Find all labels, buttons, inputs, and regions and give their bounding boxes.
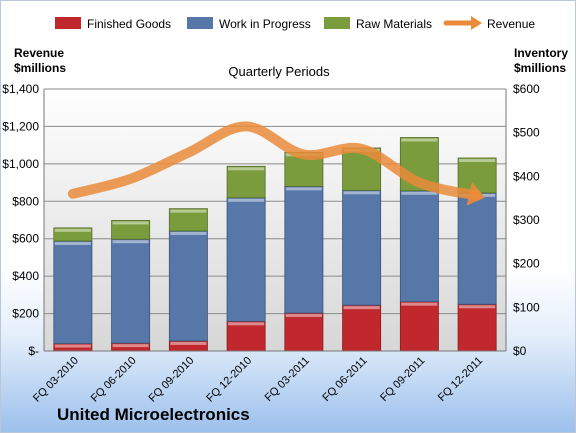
bar-segment-highlight [285,314,322,318]
left-tick-label: $400 [12,269,39,283]
bar-segment-raw-materials [111,220,151,240]
bar-segment-highlight [112,344,149,348]
legend-swatch-work-in-progress [187,17,213,29]
bar-segment-finished-goods [457,303,497,352]
bar-segment-work-in-progress [399,190,439,303]
bar-segment-highlight [54,344,91,348]
legend-arrowhead-revenue [471,16,482,30]
bar-segment-finished-goods [284,312,324,352]
bar-segment-work-in-progress [342,189,382,306]
revenue-line-arrowhead [466,182,485,206]
bar-segment-highlight [343,306,380,310]
category-tick-label: FQ 06-2010 [89,355,139,405]
right-tick-label: $200 [513,257,540,271]
bar-segment-highlight [112,240,149,244]
legend: Finished Goods Work in Progress Raw Mate… [55,16,535,31]
legend-label-work-in-progress: Work in Progress [219,17,311,31]
right-tick-label: $300 [513,213,540,227]
category-tick-label: FQ 03-2010 [31,355,81,405]
right-axis-title-line2: $millions [514,61,566,75]
bar-segment-work-in-progress [53,240,93,344]
bar-segment-raw-materials [226,165,266,199]
left-tick-label: $1,200 [2,119,39,133]
right-tick-label: $600 [513,82,540,96]
bar-segment-highlight [228,198,265,202]
left-tick-label: $- [28,344,39,358]
category-tick-label: FQ 06-2011 [320,355,369,404]
bar-segment-work-in-progress [168,230,208,342]
left-tick-label: $1,400 [2,82,39,96]
right-tick-label: $0 [513,344,527,358]
category-tick-label: FQ 03-2011 [263,355,312,404]
left-tick-label: $200 [12,307,39,321]
bar-segment-highlight [54,228,91,232]
company-name: United Microelectronics [57,405,250,424]
bar-segment-highlight [170,341,207,345]
bar-segment-highlight [170,231,207,235]
bar-segment-work-in-progress [226,197,266,322]
bar-segment-finished-goods [342,304,382,352]
left-axis-title-line1: Revenue [14,46,64,60]
category-tick-label: FQ 12-2011 [436,355,485,404]
right-tick-label: $500 [513,126,540,140]
right-tick-label: $400 [513,169,540,183]
bar-segment-highlight [54,241,91,245]
bar-segment-highlight [459,305,496,309]
bar-segment-work-in-progress [284,185,324,314]
legend-label-raw-materials: Raw Materials [356,17,432,31]
bar-segment-highlight [401,138,438,142]
revenue-line-path [67,121,483,201]
legend-swatch-raw-materials [324,17,350,29]
bar-segment-highlight [459,158,496,162]
category-tick-label: FQ 09-2010 [147,355,197,405]
left-tick-label: $600 [12,232,39,246]
bar-segment-work-in-progress [457,192,497,305]
bar-segment-work-in-progress [111,238,151,344]
category-tick-label: FQ 09-2011 [378,355,427,404]
bar-segment-highlight [170,209,207,213]
bar-segment-highlight [112,221,149,225]
left-tick-label: $1,000 [2,157,39,171]
bar-segment-highlight [401,302,438,306]
revenue-line [67,121,485,206]
left-tick-label: $800 [12,194,39,208]
bar-segment-highlight [285,187,322,191]
bar-segment-raw-materials [168,208,208,232]
right-tick-label: $100 [513,300,540,314]
legend-label-revenue: Revenue [487,17,535,31]
bar-segment-highlight [228,167,265,171]
bar-segment-highlight [401,191,438,195]
category-tick-label: FQ 12-2010 [204,355,254,405]
bar-segment-finished-goods [399,301,439,352]
bar-segment-highlight [343,191,380,195]
legend-label-finished-goods: Finished Goods [87,17,171,31]
legend-swatch-finished-goods [55,17,81,29]
chart-title: Quarterly Periods [228,64,330,79]
bar-segment-raw-materials [457,157,497,194]
bar-segment-highlight [228,322,265,326]
bar-segment-finished-goods [226,320,266,352]
right-axis-title-line1: Inventory [514,46,568,60]
bars [53,137,497,352]
left-axis-title-line2: $millions [14,61,66,75]
